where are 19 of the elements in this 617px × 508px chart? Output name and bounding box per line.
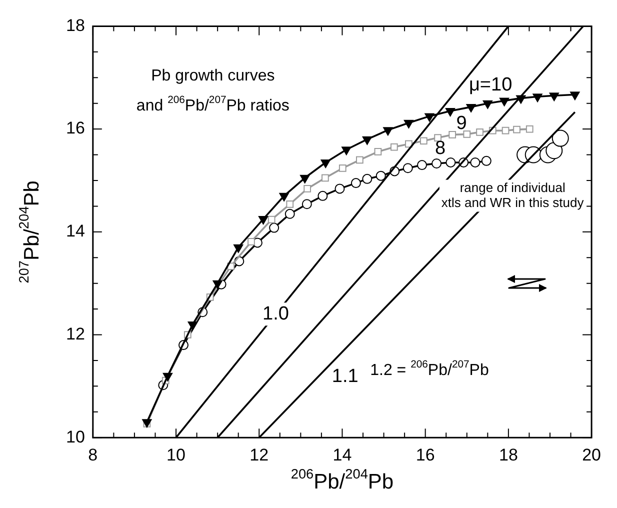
x-tick-label: 16 (416, 445, 435, 464)
y-tick-label: 10 (66, 427, 85, 446)
y-axis-title: 207Pb/204Pb (16, 180, 44, 284)
x-tick-label: 20 (582, 445, 602, 464)
annotation: 1.0 (262, 303, 289, 324)
annotation: μ=10 (468, 74, 512, 96)
y-tick-label: 12 (66, 324, 85, 344)
x-tick-label: 8 (88, 445, 98, 464)
x-tick-label: 18 (498, 445, 518, 464)
y-tick-label: 14 (66, 222, 85, 241)
annotation: 9 (456, 113, 467, 134)
x-tick-label: 10 (166, 445, 186, 464)
annotation: range of individual xtls and WR in this study (441, 180, 584, 210)
x-tick-label: 12 (250, 445, 269, 464)
y-tick-label: 18 (66, 16, 85, 35)
annotation: 8 (435, 138, 446, 159)
x-tick-label: 14 (332, 445, 352, 464)
annotation: 1.1 (332, 366, 358, 388)
y-tick-label: 16 (66, 118, 85, 138)
